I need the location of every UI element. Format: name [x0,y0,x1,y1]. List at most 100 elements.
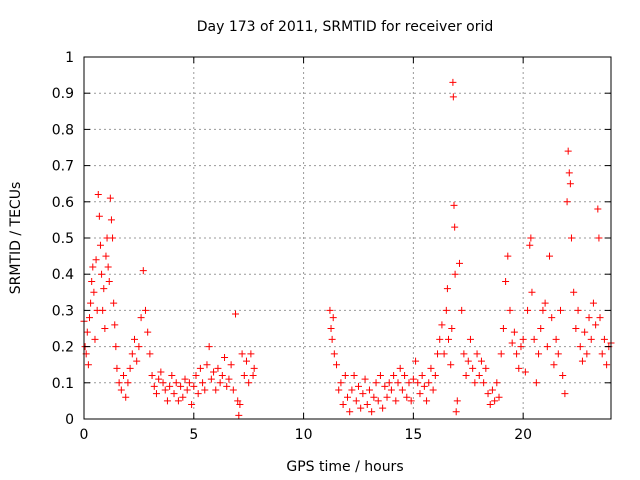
data-point [337,379,345,387]
data-point [436,335,444,343]
data-point [488,386,496,394]
data-point [407,397,415,405]
y-tick-label: 0 [65,412,74,428]
data-point [190,382,198,390]
data-point [99,306,107,314]
data-point [368,408,376,416]
data-point [570,288,578,296]
data-point [416,390,424,398]
data-point [440,350,448,358]
data-point [521,368,529,376]
data-point [214,364,222,372]
data-point [115,379,123,387]
data-point [566,180,574,188]
data-point [181,375,189,383]
data-point [513,350,521,358]
data-point [201,386,209,394]
x-tick-label: 15 [404,427,422,443]
data-point [106,194,114,202]
y-axis-label: SRMTID / TECUs [8,182,24,295]
data-point [504,252,512,260]
data-point [205,343,213,351]
data-point [527,234,535,242]
data-point [376,372,384,380]
data-point [199,379,207,387]
data-point [170,390,178,398]
data-point [105,277,113,285]
data-point [159,379,167,387]
data-point [460,350,468,358]
data-point [600,335,608,343]
data-point [365,386,373,394]
data-point [120,372,128,380]
data-point [541,299,549,307]
data-point [155,375,163,383]
data-point [543,343,551,351]
data-point [203,361,211,369]
data-point [374,397,382,405]
data-point [216,379,224,387]
data-point [196,364,204,372]
data-point [383,393,391,401]
data-point [491,397,499,405]
data-point [379,404,387,412]
data-point [111,321,119,329]
data-point [218,372,226,380]
data-point [572,325,580,332]
data-point [502,277,510,285]
data-point [434,350,442,358]
data-point [350,372,358,380]
data-point [95,212,103,220]
data-point [166,382,174,390]
data-point [352,397,360,405]
data-point [392,397,400,405]
y-tick-label: 1 [65,50,74,66]
data-point [150,382,158,390]
data-point [135,343,143,351]
data-point [372,379,380,387]
data-point [515,364,523,372]
data-point [567,234,575,242]
data-point [212,386,220,394]
data-point [398,386,406,394]
x-tick-label: 20 [514,427,532,443]
data-point [537,325,545,332]
data-point [506,306,514,314]
data-point [225,375,233,383]
data-point [526,241,534,249]
data-point [480,379,488,387]
data-point [519,335,527,343]
data-point [101,325,109,332]
data-point [486,401,494,409]
data-point [442,306,450,314]
data-point [234,397,242,405]
data-point [210,368,218,376]
data-point [394,379,402,387]
data-point [576,343,584,351]
data-point [207,375,215,383]
data-point [493,379,501,387]
data-point [554,350,562,358]
data-point [339,401,347,409]
data-point [449,93,457,101]
data-point [194,390,202,398]
data-point [84,361,92,369]
data-point [188,401,196,409]
y-tick-label: 0.4 [52,267,74,283]
data-point [451,270,459,278]
data-point [418,372,426,380]
data-point [381,382,389,390]
axis-ticks [83,56,611,420]
data-point [88,277,96,285]
data-point [449,78,457,86]
data-point [595,234,603,242]
data-point [471,379,479,387]
data-point [473,350,481,358]
data-point [229,386,237,394]
data-point [561,390,569,398]
data-point [124,379,132,387]
data-point [104,263,112,271]
data-point [146,350,154,358]
data-point [163,397,171,405]
data-point [192,372,200,380]
